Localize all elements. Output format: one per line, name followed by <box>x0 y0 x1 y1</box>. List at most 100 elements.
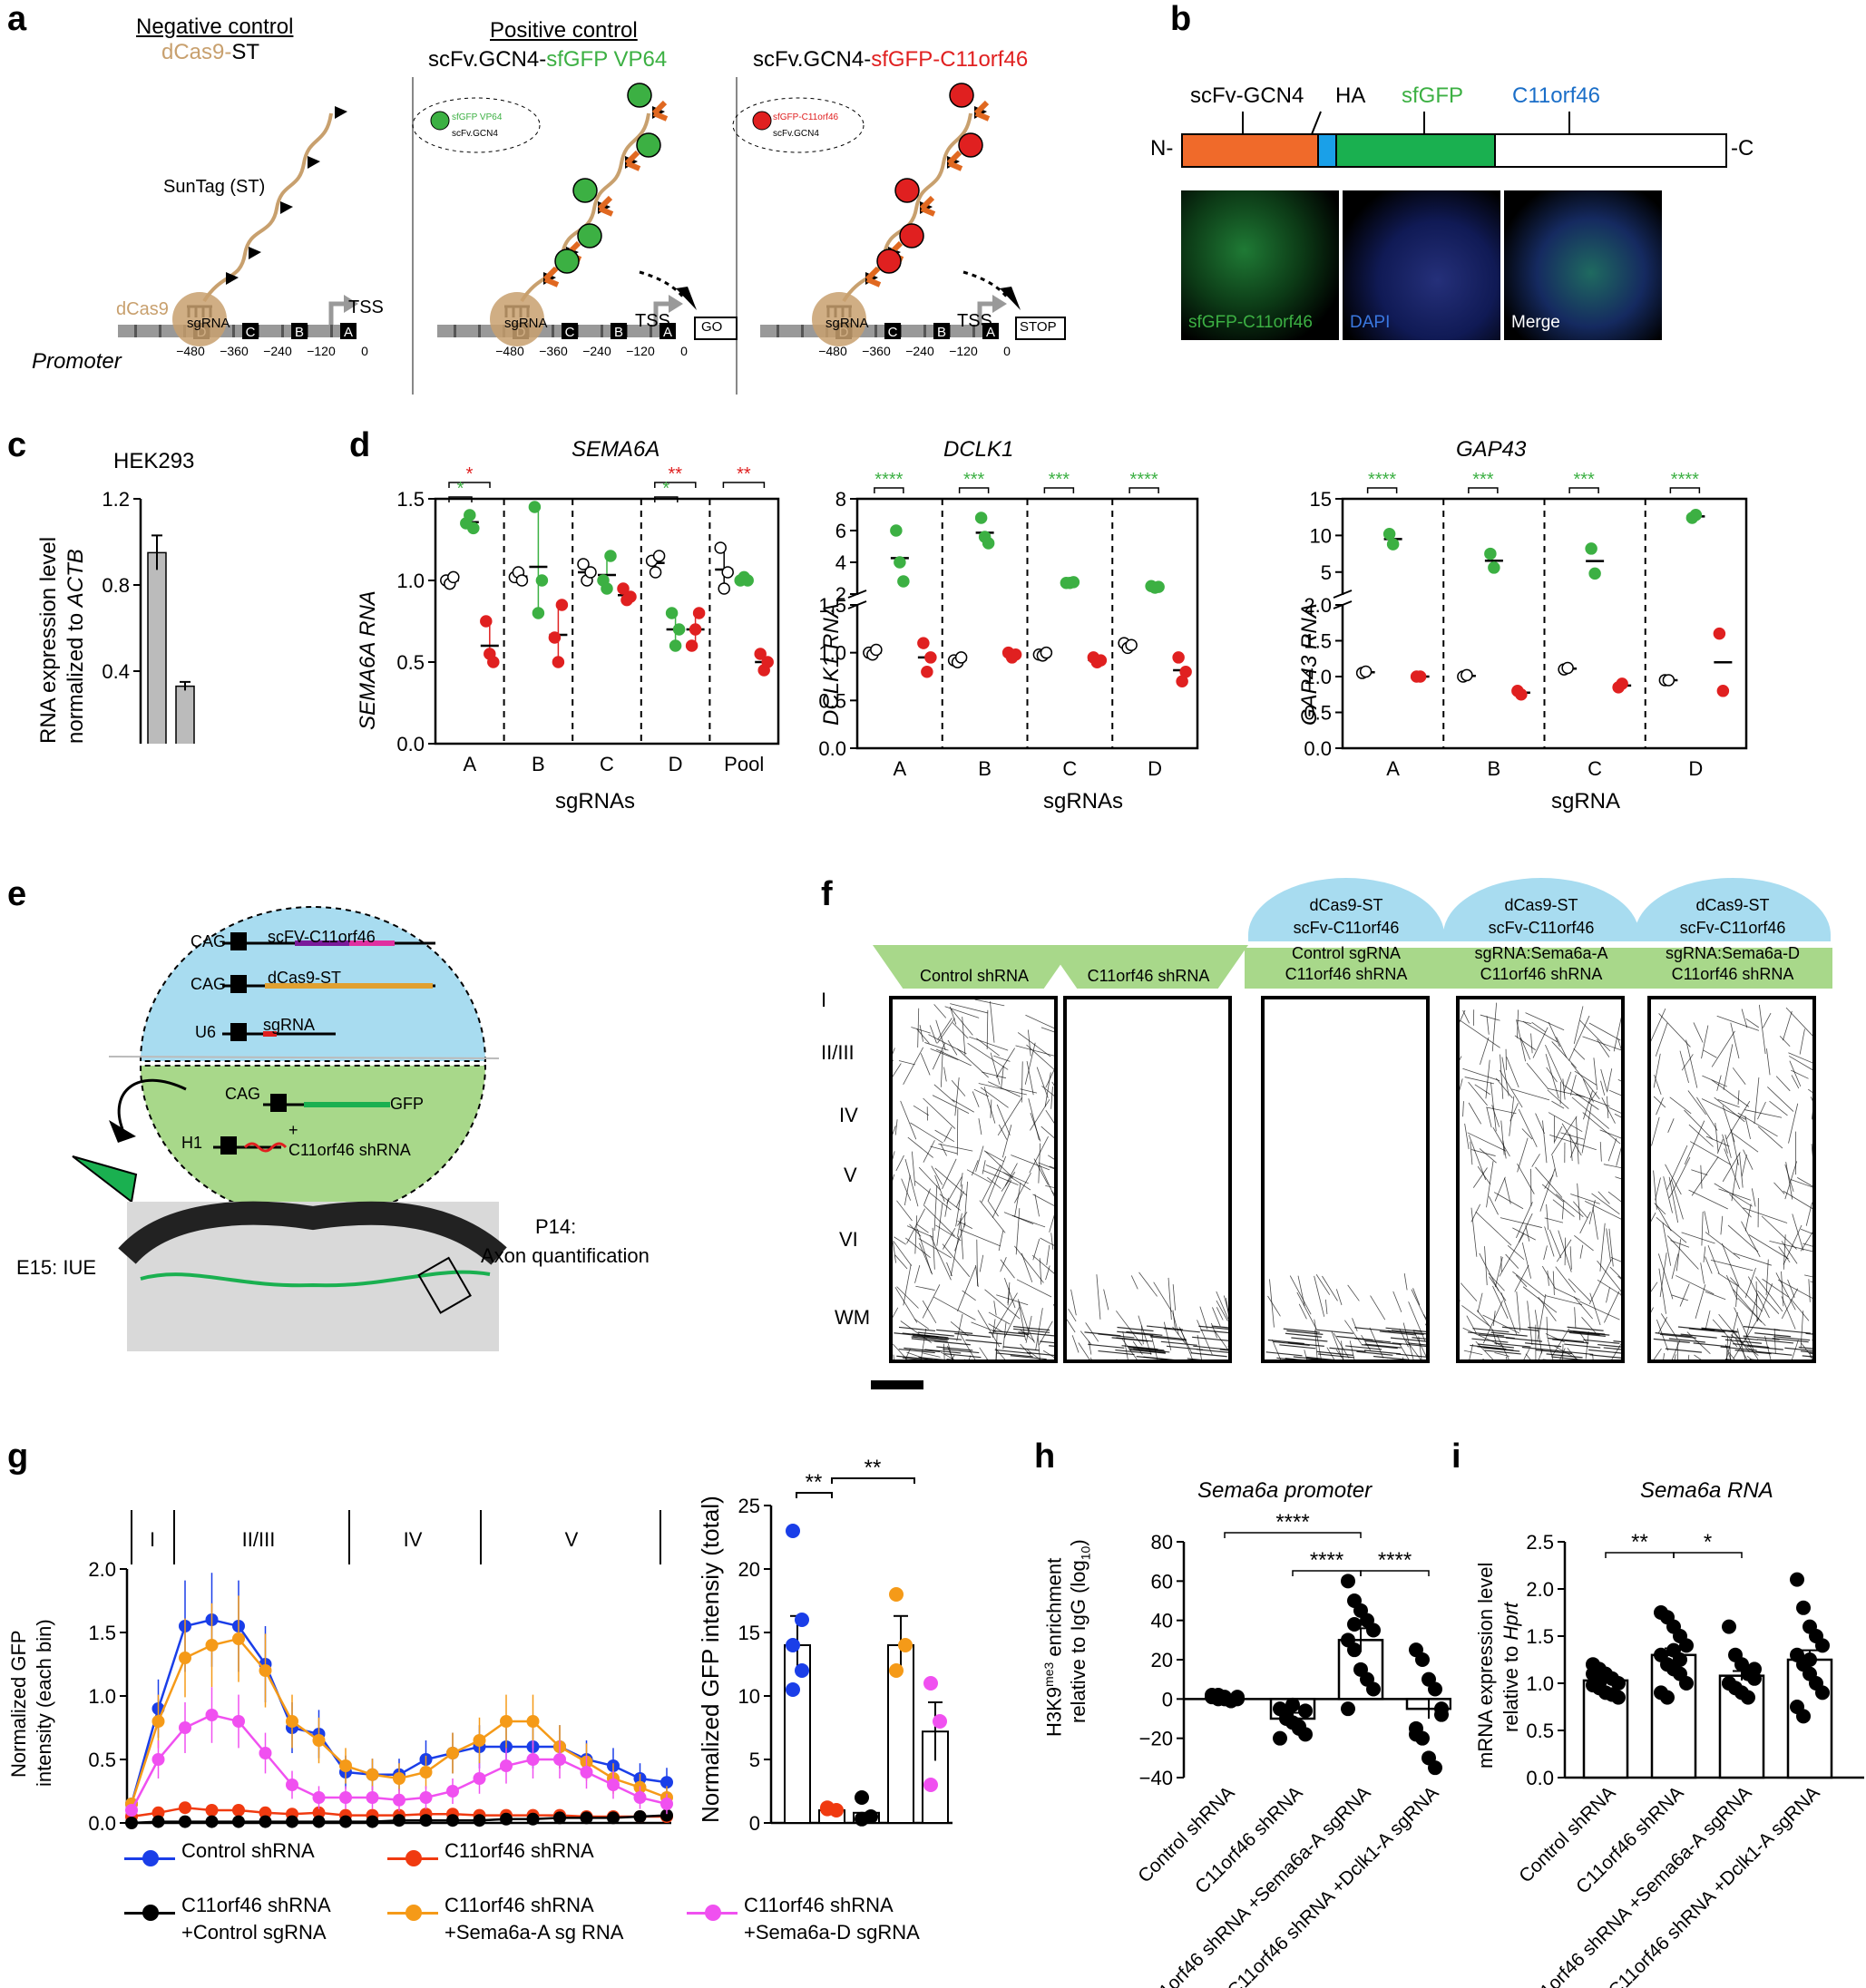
chartH-point <box>1434 1707 1449 1722</box>
axon-fiber <box>1757 1126 1783 1149</box>
axon-fiber <box>922 1300 937 1324</box>
scfv-antibody <box>624 150 641 171</box>
panel-label-i: i <box>1451 1437 1461 1476</box>
image-sfgfp: sfGFP-C11orf46 <box>1181 190 1339 340</box>
axon-fiber <box>1408 1301 1426 1342</box>
g2-point <box>855 1811 869 1827</box>
wm-fiber <box>1285 1332 1322 1338</box>
d1-sig-d-lower: * <box>662 479 669 499</box>
axon-fiber <box>1015 1208 1021 1255</box>
axon-fiber <box>990 1052 1001 1085</box>
axon-fiber <box>1582 1078 1594 1103</box>
wm-fiber <box>1017 1361 1053 1363</box>
axon-fiber <box>1068 1308 1077 1322</box>
axon-fiber <box>1015 1045 1054 1057</box>
f-axon-texture <box>1651 1004 1812 1363</box>
d3-group-label: C <box>1588 757 1602 780</box>
wm-fiber <box>1265 1351 1303 1357</box>
axon-fiber <box>1656 1216 1687 1243</box>
d1-point <box>555 599 569 611</box>
chart-d: 0.00.51.01.5A B C D Pool*******0.00.51.01.52… <box>396 464 1748 780</box>
wm-fiber <box>1802 1355 1812 1358</box>
axon-fiber <box>1547 1089 1569 1109</box>
axon-fiber <box>933 1296 976 1320</box>
axon-fiber <box>1494 1256 1503 1288</box>
axon-fiber <box>1800 1232 1812 1252</box>
g1-layer-label: V <box>565 1528 579 1551</box>
d1-sig-pool: ** <box>737 464 751 484</box>
legend-marker <box>405 1905 422 1921</box>
axon-fiber <box>940 1143 947 1156</box>
axon-fiber <box>1024 1042 1036 1085</box>
axon-fiber <box>1570 1063 1600 1100</box>
d3-point <box>1359 665 1373 678</box>
axon-fiber <box>1723 1044 1734 1090</box>
axon-fiber <box>1461 1305 1490 1327</box>
fusion-bulb <box>876 248 902 274</box>
g2-ytick-label: 25 <box>738 1495 760 1517</box>
axon-fiber <box>1504 1177 1511 1204</box>
axon-fiber <box>1567 1362 1597 1363</box>
axon-fiber <box>1226 1298 1228 1316</box>
axon-fiber <box>1040 1027 1054 1033</box>
panel-a-diagram: DCBA−480−360−240−1200DCBA−480−360−240−12… <box>118 77 1066 395</box>
g2-point <box>898 1638 913 1652</box>
chartH-point <box>1347 1642 1362 1658</box>
wm-fiber <box>1303 1360 1339 1363</box>
axon-fiber <box>1651 1212 1656 1223</box>
axon-fiber <box>960 1173 963 1187</box>
d1-point <box>601 582 613 595</box>
g2-point <box>923 1676 938 1691</box>
tss-label-1: TSS <box>348 297 384 317</box>
axon-fiber <box>1808 1279 1811 1302</box>
chartH-point <box>1285 1697 1300 1712</box>
chartI-sig-bracket <box>1673 1552 1743 1558</box>
axon-fiber <box>904 1348 911 1359</box>
axon-fiber <box>1569 1134 1573 1162</box>
g2-point <box>933 1714 947 1729</box>
wm-fiber <box>1784 1347 1812 1351</box>
axon-fiber <box>995 1333 998 1359</box>
g1-point <box>366 1768 379 1781</box>
axon-fiber <box>1785 1007 1812 1037</box>
wm-fiber <box>1701 1327 1738 1332</box>
d3-ytick-label: 0.0 <box>1304 737 1332 760</box>
axon-fiber <box>1369 1327 1384 1359</box>
axon-fiber <box>1658 1268 1666 1314</box>
axon-fiber <box>1480 1014 1500 1021</box>
axon-fiber <box>1788 1056 1812 1071</box>
axon-fiber <box>913 1319 930 1330</box>
axon-fiber <box>1655 1177 1661 1201</box>
c-bar-ACTB <box>147 551 167 744</box>
axon-fiber <box>967 1042 1009 1070</box>
chartH-sig: **** <box>1310 1548 1343 1573</box>
wm-fiber <box>1117 1330 1154 1336</box>
axon-fiber <box>1067 1319 1076 1333</box>
axon-fiber <box>1511 1088 1550 1101</box>
c-ylabel-1: RNA expression level <box>36 536 61 744</box>
suntag-epitope <box>308 156 320 169</box>
axon-fiber <box>1804 1274 1812 1278</box>
axon-fiber <box>1724 1134 1732 1158</box>
wm-fiber <box>1040 1340 1054 1344</box>
axon-fiber <box>1522 1020 1558 1043</box>
axon-fiber <box>1538 1297 1557 1321</box>
axon-fiber <box>1014 1245 1044 1283</box>
d3-sig: *** <box>1472 470 1494 490</box>
axon-fiber <box>1085 1322 1099 1342</box>
axon-fiber <box>998 1124 1008 1140</box>
g1-point <box>286 1815 298 1828</box>
axon-fiber <box>1679 1283 1690 1307</box>
wm-fiber <box>1725 1359 1762 1363</box>
axon-fiber <box>962 1290 976 1301</box>
axon-fiber <box>894 1287 918 1323</box>
axon-fiber <box>1172 1310 1176 1330</box>
axon-fiber <box>1600 1080 1606 1096</box>
axon-fiber <box>1469 1343 1473 1359</box>
d3-point <box>1413 670 1427 683</box>
axon-fiber <box>1525 1225 1530 1242</box>
axon-fiber <box>931 1165 943 1185</box>
neg-sub: dCas9-ST <box>161 40 260 64</box>
axon-fiber <box>1811 1111 1812 1120</box>
axon-fiber <box>1029 1135 1049 1174</box>
